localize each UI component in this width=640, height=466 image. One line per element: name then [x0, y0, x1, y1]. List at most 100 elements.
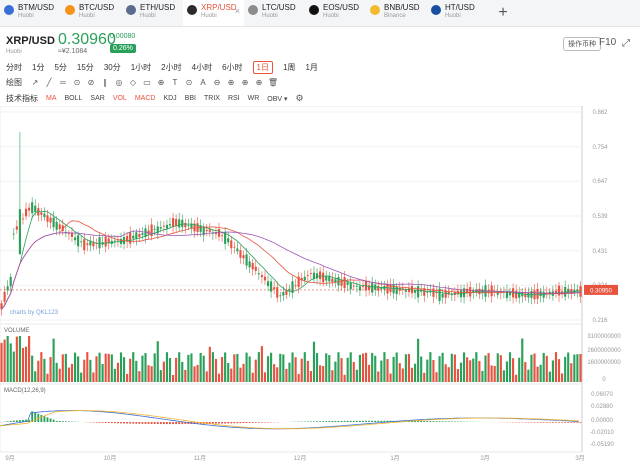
drawing-tool-icon[interactable]: ╱ — [46, 78, 52, 87]
tab-pair: EOS/USD — [323, 3, 360, 12]
interval-option[interactable]: 1小时 — [130, 63, 152, 72]
f10-button[interactable]: F10 — [599, 37, 617, 48]
candle-body — [104, 236, 107, 247]
volume-bar — [266, 356, 270, 382]
tab-btm-usd[interactable]: BTM/USD Huobi — [0, 0, 61, 26]
macd-histogram-bar — [573, 422, 576, 423]
interval-option[interactable]: 1月 — [305, 63, 318, 72]
drawing-tool-icon[interactable]: ↗ — [31, 78, 39, 87]
drawing-tool-icon[interactable]: ⊕ — [227, 78, 235, 87]
drawing-tool-icon[interactable]: ◇ — [129, 78, 137, 87]
add-tab-button[interactable]: + — [498, 4, 508, 21]
tab-btc-usd[interactable]: BTC/USD Huobi — [61, 0, 122, 26]
drawing-tool-icon[interactable]: ⊕ — [241, 78, 249, 87]
volume-bar — [175, 357, 178, 382]
candle-body — [227, 238, 230, 243]
macd-histogram-bar — [306, 421, 309, 422]
drawing-tool-icon[interactable]: ⊖ — [213, 78, 221, 87]
fullscreen-icon[interactable]: ⤢ — [622, 38, 630, 49]
tab-ltc-usd[interactable]: LTC/USD Huobi — [244, 0, 305, 26]
tab-exchange: Huobi — [445, 13, 461, 19]
macd-histogram-bar — [426, 421, 429, 422]
macd-dif-line — [0, 410, 579, 430]
time-tick-label: 3月 — [575, 455, 584, 462]
select-coin-button[interactable]: 操作币种 — [563, 37, 601, 51]
indicator-vol[interactable]: VOL — [112, 95, 127, 102]
volume-bar — [52, 338, 55, 382]
interval-option[interactable]: 1日 — [252, 61, 273, 74]
volume-bar — [417, 338, 420, 382]
volume-bar — [564, 356, 567, 382]
interval-option[interactable]: 6小时 — [222, 63, 243, 72]
volume-bar — [527, 369, 530, 382]
candle-body — [199, 225, 202, 232]
tab-text: ETH/USD Huobi — [140, 3, 175, 26]
drawing-tool-icon[interactable]: ▭ — [143, 78, 151, 87]
tab-ht-usd[interactable]: HT/USD Huobi — [427, 0, 488, 26]
drawing-tool-icon[interactable]: A — [200, 78, 206, 87]
interval-option[interactable]: 分时 — [6, 63, 22, 72]
indicator-obv[interactable]: OBV ▾ — [267, 95, 288, 103]
interval-option[interactable]: 1分 — [32, 63, 45, 72]
volume-bar — [92, 372, 95, 382]
indicator-rsi[interactable]: RSI — [227, 95, 240, 102]
tab-xrp-usd[interactable]: XRP/USD Huobi × — [183, 0, 244, 26]
drawing-tool-icon[interactable]: ⊙ — [73, 78, 81, 87]
volume-bar — [73, 352, 77, 382]
candle-body — [31, 202, 34, 214]
indicator-trix[interactable]: TRIX — [203, 95, 220, 102]
indicator-macd[interactable]: MACD — [134, 95, 156, 102]
candle-body — [322, 272, 325, 283]
macd-histogram-bar — [12, 420, 15, 422]
candle-body — [18, 209, 21, 255]
volume-bar — [343, 374, 346, 382]
interval-option[interactable]: 30分 — [103, 63, 121, 72]
tab-pair: ETH/USD — [140, 3, 176, 12]
volume-bar — [221, 357, 224, 382]
drawing-tool-icon[interactable]: ⊘ — [87, 78, 95, 87]
candle-body — [328, 275, 331, 282]
candle-body — [251, 263, 254, 270]
volume-bar — [496, 353, 499, 382]
macd-histogram-bar — [113, 422, 116, 424]
candle-body — [561, 291, 564, 294]
indicator-kdj[interactable]: KDJ — [163, 95, 177, 102]
volume-bar — [153, 353, 156, 382]
volume-bar — [6, 336, 9, 382]
indicator-sar[interactable]: SAR — [90, 95, 105, 102]
macd-histogram-bar — [316, 421, 318, 422]
drawing-tool-icon[interactable]: ∥ — [103, 78, 107, 87]
close-tab-icon[interactable]: × — [234, 6, 240, 16]
drawing-tool-icon[interactable]: 🗑 — [267, 78, 279, 87]
macd-histogram-bar — [239, 422, 242, 424]
tab-eos-usd[interactable]: EOS/USD Huobi — [305, 0, 366, 26]
macd-histogram-bar — [172, 422, 174, 425]
candle-body — [413, 290, 417, 293]
macd-histogram-bar — [331, 421, 334, 422]
drawing-tool-icon[interactable]: ⊕ — [255, 78, 263, 87]
interval-option[interactable]: 4小时 — [191, 63, 213, 72]
interval-option[interactable]: 2小时 — [161, 63, 182, 72]
macd-histogram-bar — [561, 422, 564, 423]
tab-bnb-usd[interactable]: BNB/USD Binance — [366, 0, 427, 26]
candle-body — [37, 208, 40, 216]
macd-histogram-bar — [414, 420, 416, 422]
settings-gear-icon[interactable]: ⚙ — [295, 93, 304, 103]
indicator-bbi[interactable]: BBI — [184, 95, 196, 102]
drawing-tool-icon[interactable]: ⊕ — [157, 78, 165, 87]
macd-histogram-bar — [138, 422, 141, 424]
tab-eth-usd[interactable]: ETH/USD Huobi — [122, 0, 183, 26]
price-chart[interactable]: 0.8620.7540.6470.5390.4310.3240.2160.309… — [0, 106, 640, 466]
indicator-wr[interactable]: WR — [247, 95, 260, 102]
interval-option[interactable]: 1周 — [282, 63, 296, 72]
interval-option[interactable]: 5分 — [54, 63, 67, 72]
indicator-boll[interactable]: BOLL — [64, 95, 83, 102]
drawing-tool-icon[interactable]: ═ — [60, 78, 66, 87]
volume-bar — [358, 354, 361, 382]
drawing-tool-icon[interactable]: ◎ — [115, 78, 123, 87]
interval-option[interactable]: 15分 — [76, 63, 94, 72]
indicator-ma[interactable]: MA — [46, 95, 57, 102]
drawing-tool-icon[interactable]: T — [172, 78, 178, 87]
last-price-badge — [584, 284, 618, 295]
drawing-tool-icon[interactable]: ⊙ — [185, 78, 193, 87]
